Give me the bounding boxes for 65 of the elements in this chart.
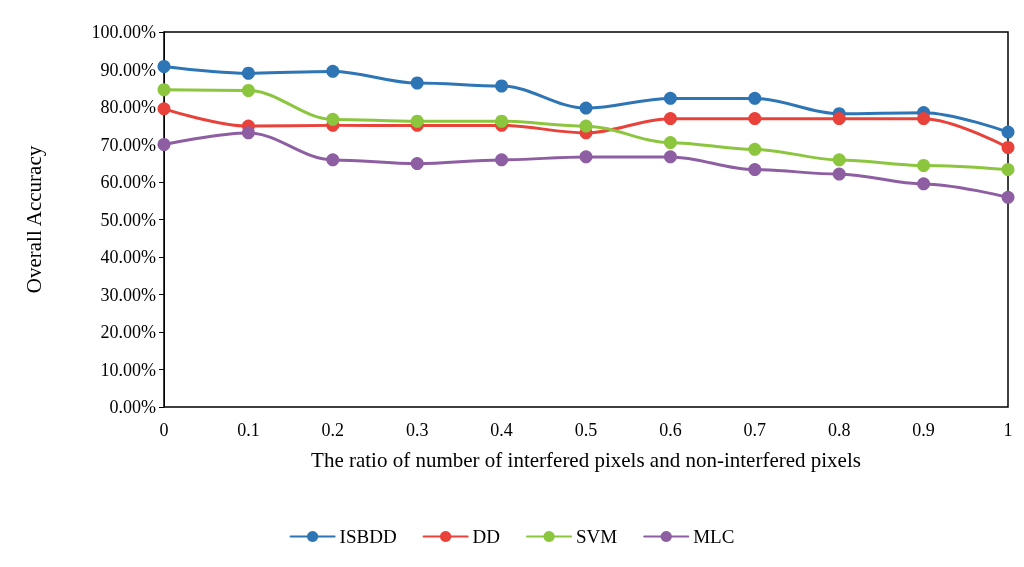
point [748, 142, 762, 156]
point [326, 153, 340, 167]
point [241, 66, 255, 80]
y-axis-title: Overall Accuracy [21, 145, 46, 294]
point [579, 101, 593, 115]
x-tick-label: 0.9 [912, 420, 935, 440]
x-tick-label: 0.5 [574, 420, 598, 440]
point [326, 112, 340, 126]
point [663, 91, 677, 105]
x-tick-label: 0.3 [405, 420, 429, 440]
point [495, 79, 509, 93]
legend-label: DD [472, 526, 501, 547]
point [663, 150, 677, 164]
point [1001, 163, 1015, 177]
point [917, 177, 931, 191]
point [326, 64, 340, 78]
point [1001, 190, 1015, 204]
x-tick-label: 0.7 [743, 420, 767, 440]
point [241, 126, 255, 140]
point [1001, 125, 1015, 139]
x-tick-label: 0.8 [827, 420, 851, 440]
x-tick-label: 0.4 [490, 420, 513, 440]
y-tick-label: 40.00% [100, 247, 156, 267]
point [157, 60, 171, 73]
x-tick-label: 1 [1003, 420, 1013, 440]
x-axis-title: The ratio of number of interfered pixels and non-interfered pixels [311, 447, 861, 472]
point [748, 91, 762, 105]
y-tick-label: 90.00% [100, 59, 156, 80]
point [832, 167, 846, 181]
y-tick-label: 100.00% [91, 22, 156, 42]
point [157, 102, 171, 116]
point [410, 76, 424, 90]
legend-label: SVM [576, 526, 618, 547]
y-tick-label: 10.00% [100, 359, 156, 380]
point [832, 153, 846, 167]
point [663, 112, 677, 126]
point [241, 84, 255, 97]
y-tick-label: 60.00% [100, 172, 156, 192]
y-tick-label: 70.00% [100, 134, 156, 155]
y-tick-label: 30.00% [100, 284, 156, 305]
y-tick-label: 20.00% [100, 322, 156, 342]
x-tick-label: 0.1 [237, 420, 260, 440]
point [917, 159, 931, 172]
point [495, 114, 509, 128]
y-tick-label: 50.00% [100, 209, 156, 230]
x-tick-label: 0.2 [321, 420, 345, 440]
point [579, 119, 593, 133]
point [663, 136, 677, 150]
point [748, 163, 762, 177]
legend-label: ISBDD [339, 526, 397, 547]
point [832, 112, 846, 126]
point [157, 138, 171, 151]
point [410, 114, 424, 128]
point [410, 157, 424, 171]
x-tick-label: 0.6 [659, 420, 682, 440]
point [579, 150, 593, 164]
point [917, 112, 931, 126]
point [495, 153, 509, 167]
point [748, 112, 762, 126]
y-tick-label: 80.00% [100, 97, 156, 117]
point [157, 83, 171, 97]
y-tick-label: 0.00% [109, 397, 156, 417]
point [1001, 141, 1015, 154]
legend-label: MLC [693, 526, 735, 547]
x-tick-label: 0 [159, 420, 169, 440]
